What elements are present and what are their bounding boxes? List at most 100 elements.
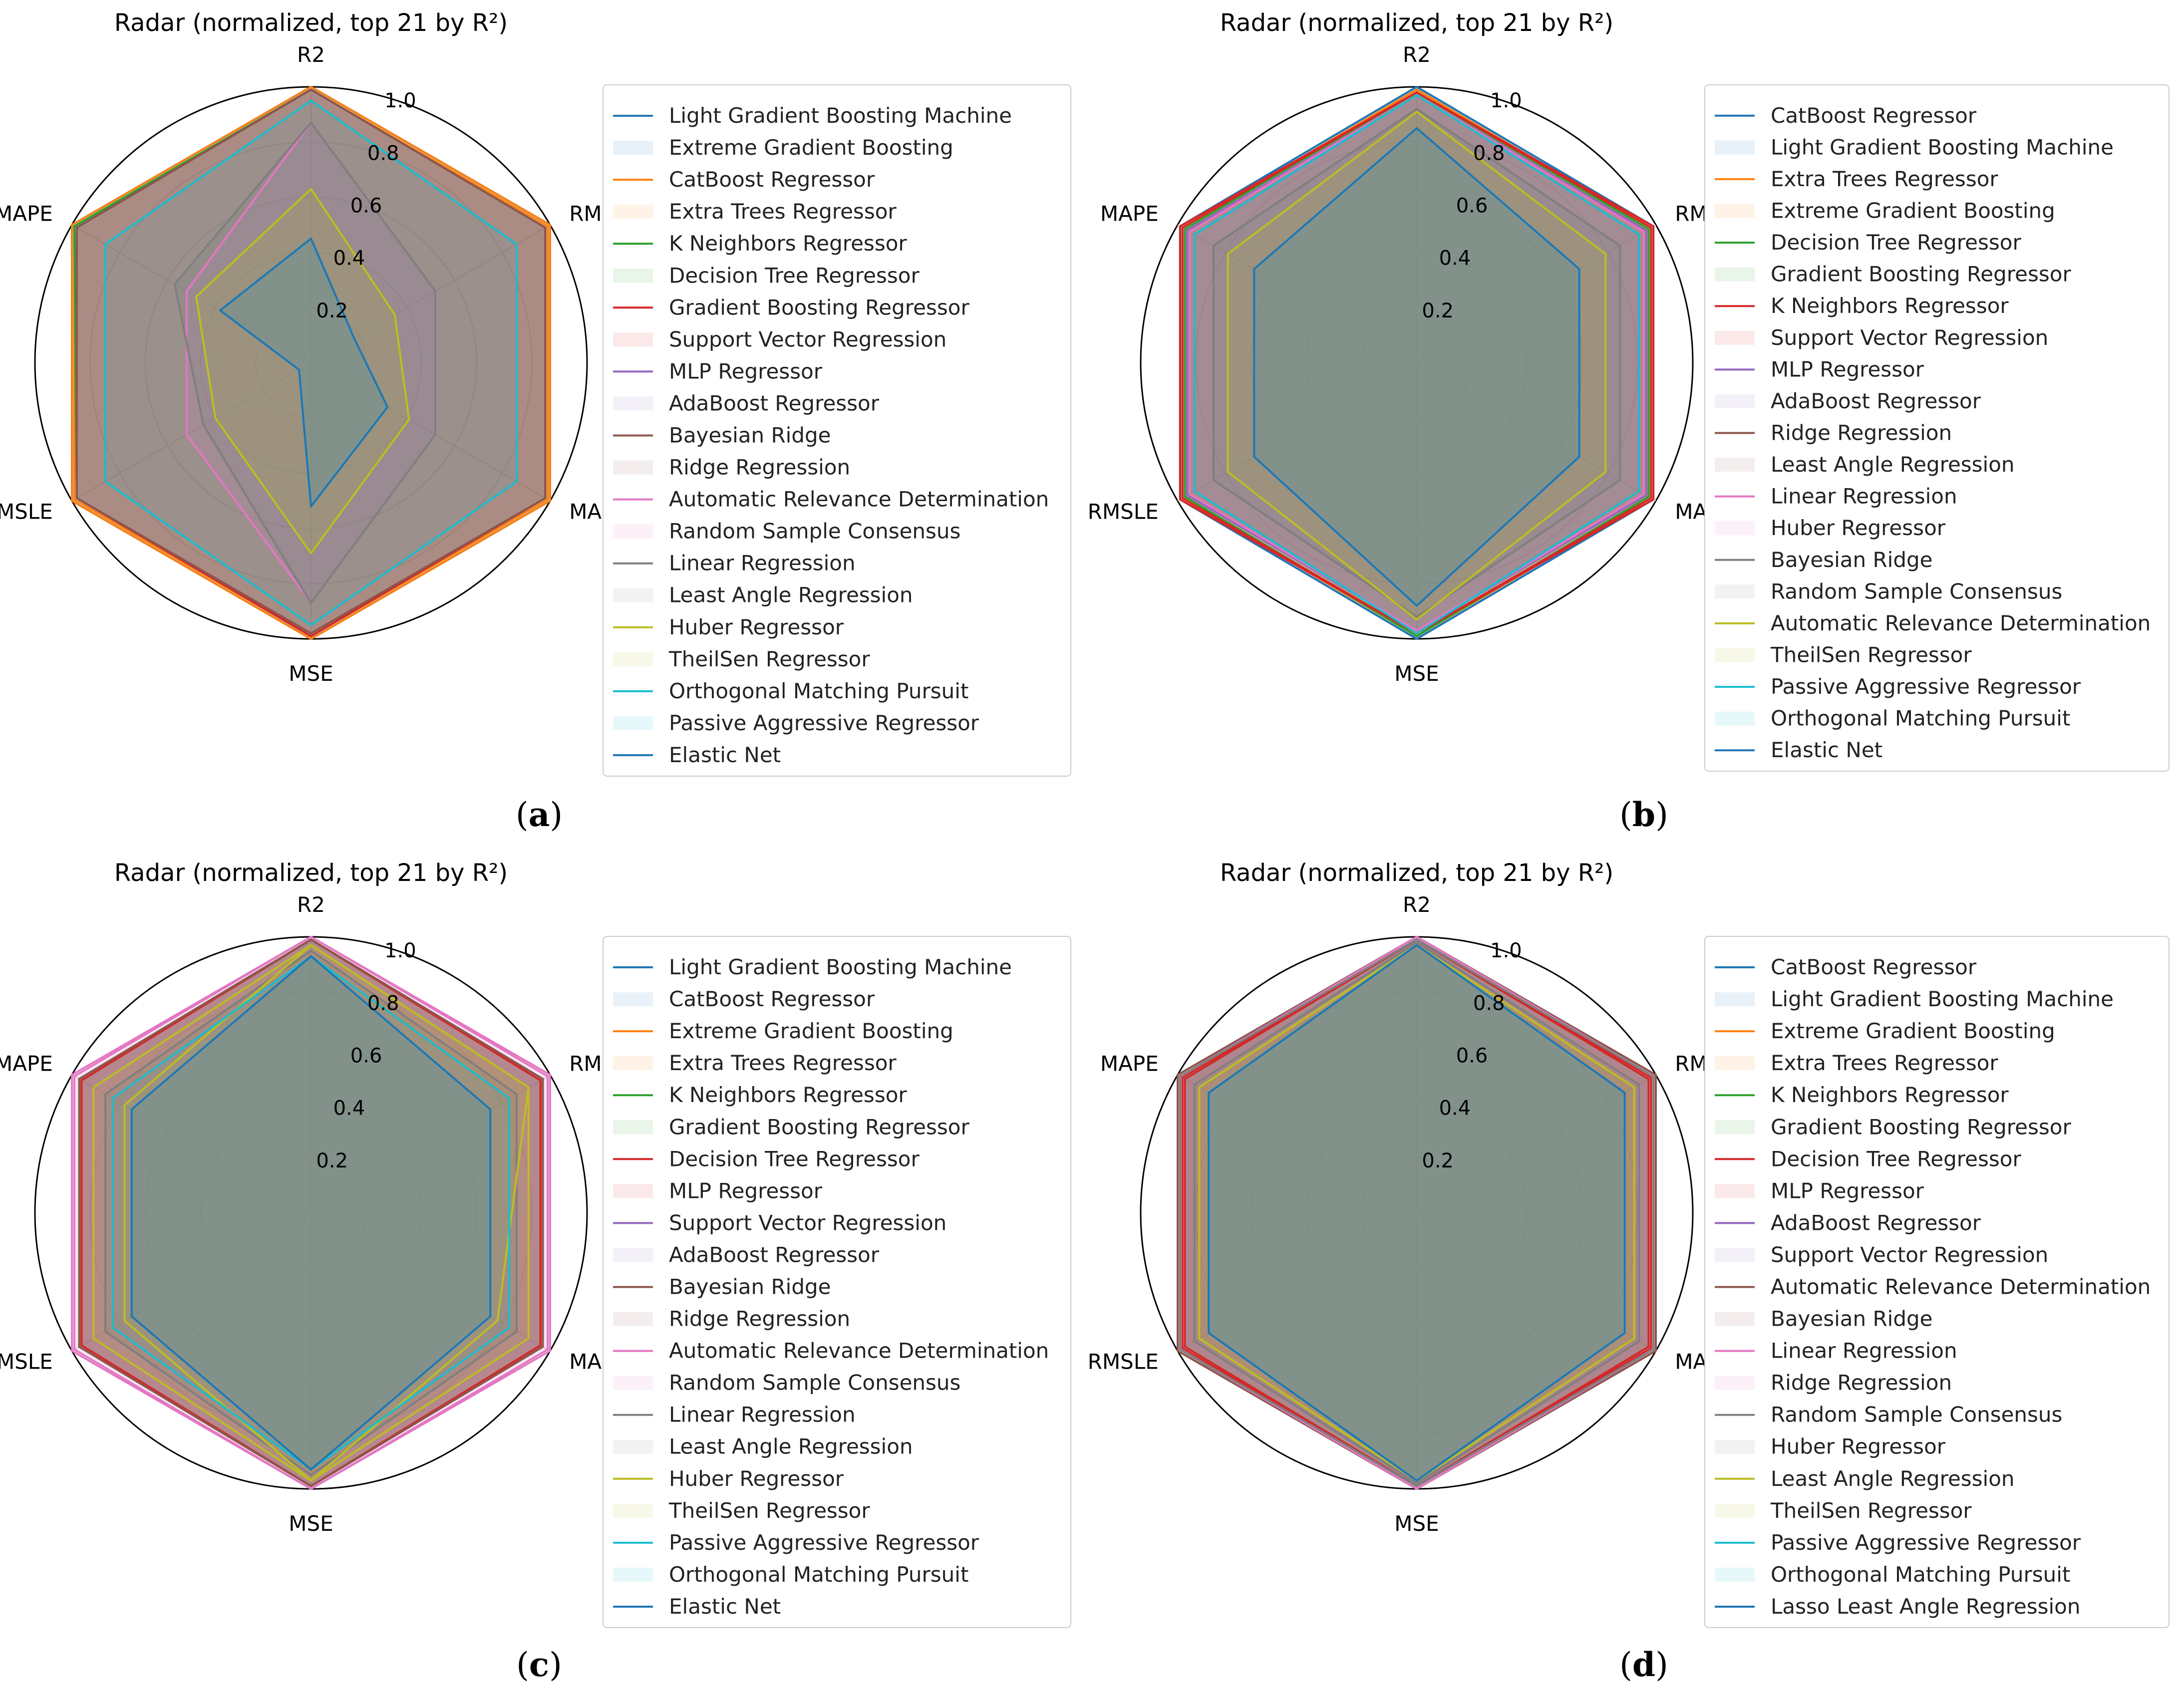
legend-item: Light Gradient Boosting Machine [1715,135,2114,159]
legend-entry-label: Passive Aggressive Regressor [669,711,979,735]
legend-item: CatBoost Regressor [613,987,875,1011]
legend-entry-label: Linear Regression [669,1403,856,1427]
series-fill [1182,939,1651,1486]
legend-entry-label: TheilSen Regressor [1770,643,1972,667]
legend-fill-swatch [1715,330,1755,345]
grid-spoke [1416,1074,1656,1213]
axis-label-mse: MSE [1394,1511,1439,1536]
panel-label: (a) [516,795,563,834]
legend-fill-swatch [1715,1567,1755,1582]
legend-fill-swatch [613,992,653,1007]
legend-entry-label: Orthogonal Matching Pursuit [669,679,968,703]
legend-item: K Neighbors Regressor [613,1083,907,1107]
series-fill [1209,945,1625,1481]
legend-item: MLP Regressor [613,1178,823,1203]
legend-item: MLP Regressor [1715,357,1924,381]
series-fill [105,950,517,1475]
chart-title: Radar (normalized, top 21 by R²) [1220,859,1613,887]
series-fill [1185,939,1649,1486]
series-fill [76,89,546,633]
legend-fill-swatch [1715,204,1755,218]
radial-tick-label: 1.0 [384,939,416,962]
legend-item: Automatic Relevance Determination [613,1339,1049,1363]
series-fill [1180,939,1654,1486]
legend-frame [1704,84,2170,772]
grid-spoke [1177,1212,1417,1352]
legend-item: MLP Regressor [613,359,823,383]
legend-fill-swatch [1715,1056,1755,1071]
legend-entry-label: Least Angle Regression [1771,452,2015,477]
series-fill [1199,945,1634,1481]
axis-label-r2: R2 [1403,892,1431,917]
series-fill [1185,939,1649,1486]
legend-item: TheilSen Regressor [613,647,870,671]
grid-spoke [1177,1074,1417,1213]
legend-item: Extreme Gradient Boosting [1715,199,2055,223]
series-line [75,88,547,634]
series-line [73,936,549,1490]
series-fill [1185,939,1649,1486]
legend-fill-swatch [613,524,653,539]
chart-title: Radar (normalized, top 21 by R²) [1220,9,1613,37]
legend-entry-label: Decision Tree Regressor [1771,230,2021,255]
series-fill [131,956,491,1470]
legend-entry-label: Elastic Net [669,743,781,767]
legend-item: Linear Regression [613,551,856,575]
series-fill [74,89,546,636]
legend-fill-swatch [1715,1503,1755,1518]
series-fill [76,89,546,633]
series-fill [1194,95,1639,633]
series-fill [1209,945,1625,1481]
series-fill [1185,939,1649,1486]
legend-entry-label: Ridge Regression [1771,1371,1952,1395]
series-lines [71,86,551,640]
legend-entry-label: TheilSen Regressor [1770,1498,1972,1523]
legend-entry-label: Automatic Relevance Determination [669,1339,1049,1363]
legend-entry-label: Random Sample Consensus [1771,1403,2062,1427]
legend-entry-label: Light Gradient Boosting Machine [669,955,1012,979]
legend-item: Bayesian Ridge [613,423,831,448]
legend-fill-swatch [613,396,653,411]
series-fill [72,87,550,639]
legend-entry-label: Support Vector Regression [669,327,946,351]
legend-item: Decision Tree Regressor [613,1146,920,1171]
series-fill [79,939,543,1486]
series-fill [1209,945,1625,1481]
legend-entry-label: Linear Regression [1771,484,1957,509]
series-fill [81,939,541,1486]
series-fill [79,939,543,1486]
series-fills [72,937,550,1489]
radial-tick-label: 0.8 [367,992,399,1015]
legend-entry-label: K Neighbors Regressor [669,231,907,256]
series-line [1189,94,1645,632]
series-fill [74,89,548,636]
legend-entry-label: Linear Regression [1771,1339,1957,1363]
legend-fill-swatch [1715,1120,1755,1135]
legend-item: Gradient Boosting Regressor [613,295,969,319]
grid-spoke [1416,224,1656,363]
legend-fill-swatch [1715,992,1755,1007]
series-line [1253,127,1580,607]
legend-entry-label: Light Gradient Boosting Machine [1771,135,2114,159]
legend-fill-swatch [613,652,653,666]
legend-entry-label: Extra Trees Regressor [1771,167,1998,191]
series-fill [220,239,388,507]
series-line [174,121,436,604]
legend-item: Light Gradient Boosting Machine [1715,987,2114,1011]
axis-label-mape: MAPE [1100,1051,1159,1076]
series-fill [1180,939,1654,1486]
series-line [1193,94,1640,634]
legend-item: Orthogonal Matching Pursuit [1715,1562,2070,1587]
series-fill [76,89,546,636]
radial-tick-label: 0.2 [316,1149,348,1172]
chart-title: Radar (normalized, top 21 by R²) [114,9,508,37]
legend-entry-label: Support Vector Regression [1771,1243,2048,1267]
series-fill [105,950,517,1475]
legend-entry-label: Support Vector Regression [1771,325,2048,350]
axis-label-rmsle: RMSLE [1088,1350,1159,1374]
legend-item: Passive Aggressive Regressor [613,1530,979,1555]
legend-item: Extreme Gradient Boosting [1715,1019,2055,1043]
legend-entry-label: Ridge Regression [1771,421,1952,445]
legend-entry-label: Orthogonal Matching Pursuit [669,1562,968,1587]
